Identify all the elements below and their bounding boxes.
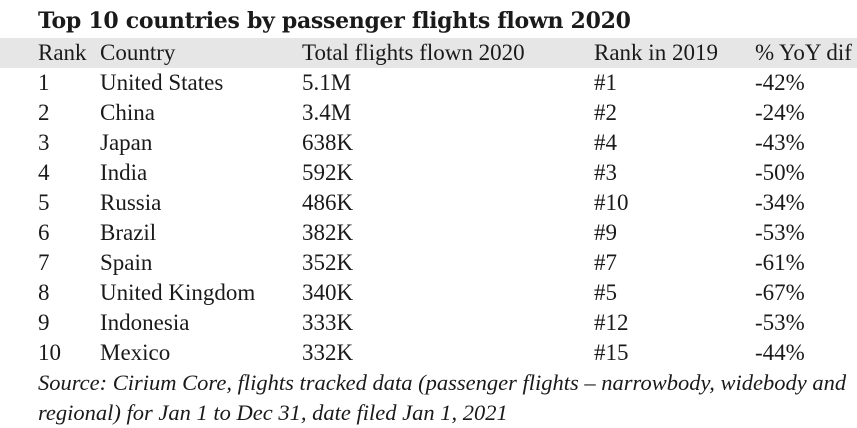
cell-rank: 1: [38, 70, 50, 95]
cell-rank: 4: [38, 160, 50, 185]
header-yoy: % YoY dif: [755, 40, 852, 65]
table-row: 10 Mexico 332K #15 -44%: [0, 338, 857, 368]
cell-country: China: [100, 100, 155, 125]
cell-rank-2019: #10: [594, 190, 629, 215]
cell-yoy: -61%: [755, 250, 805, 275]
table-row: 6 Brazil 382K #9 -53%: [0, 218, 857, 248]
header-total: Total flights flown 2020: [302, 40, 525, 65]
cell-yoy: -24%: [755, 100, 805, 125]
cell-total: 3.4M: [302, 100, 352, 125]
table-row: 2 China 3.4M #2 -24%: [0, 98, 857, 128]
header-country: Country: [100, 40, 176, 65]
cell-rank-2019: #7: [594, 250, 617, 275]
cell-yoy: -43%: [755, 130, 805, 155]
cell-yoy: -44%: [755, 340, 805, 365]
cell-country: Spain: [100, 250, 153, 275]
cell-total: 382K: [302, 220, 354, 245]
cell-country: United Kingdom: [100, 280, 256, 305]
cell-total: 486K: [302, 190, 354, 215]
cell-rank-2019: #2: [594, 100, 617, 125]
header-rank: Rank: [38, 40, 87, 65]
cell-rank-2019: #4: [594, 130, 617, 155]
cell-country: Indonesia: [100, 310, 190, 335]
cell-rank: 2: [38, 100, 50, 125]
cell-rank-2019: #5: [594, 280, 617, 305]
cell-country: Brazil: [100, 220, 157, 245]
cell-total: 340K: [302, 280, 354, 305]
cell-yoy: -50%: [755, 160, 805, 185]
table-header-row: Rank Country Total flights flown 2020 Ra…: [0, 38, 857, 68]
cell-country: Japan: [100, 130, 153, 155]
cell-rank-2019: #12: [594, 310, 629, 335]
cell-total: 333K: [302, 310, 354, 335]
cell-country: Mexico: [100, 340, 171, 365]
table-row: 4 India 592K #3 -50%: [0, 158, 857, 188]
cell-yoy: -53%: [755, 220, 805, 245]
cell-rank: 10: [38, 340, 61, 365]
cell-yoy: -53%: [755, 310, 805, 335]
cell-total: 638K: [302, 130, 354, 155]
table-row: 3 Japan 638K #4 -43%: [0, 128, 857, 158]
source-note: Source: Cirium Core, flights tracked dat…: [38, 370, 847, 425]
cell-yoy: -42%: [755, 70, 805, 95]
cell-rank-2019: #9: [594, 220, 617, 245]
table-row: 5 Russia 486K #10 -34%: [0, 188, 857, 218]
table-row: 9 Indonesia 333K #12 -53%: [0, 308, 857, 338]
table-row: 7 Spain 352K #7 -61%: [0, 248, 857, 278]
cell-rank: 5: [38, 190, 50, 215]
table-row: 1 United States 5.1M #1 -42%: [0, 68, 857, 98]
cell-rank: 7: [38, 250, 50, 275]
cell-rank-2019: #15: [594, 340, 629, 365]
cell-rank: 9: [38, 310, 50, 335]
cell-country: United States: [100, 70, 224, 95]
cell-total: 592K: [302, 160, 354, 185]
page-title: Top 10 countries by passenger flights fl…: [38, 8, 631, 34]
cell-rank-2019: #3: [594, 160, 617, 185]
cell-country: Russia: [100, 190, 162, 215]
cell-yoy: -34%: [755, 190, 805, 215]
header-rank-2019: Rank in 2019: [594, 40, 718, 65]
cell-yoy: -67%: [755, 280, 805, 305]
cell-rank: 6: [38, 220, 50, 245]
flights-table: Rank Country Total flights flown 2020 Ra…: [0, 38, 857, 368]
cell-total: 5.1M: [302, 70, 352, 95]
cell-country: India: [100, 160, 148, 185]
cell-total: 332K: [302, 340, 354, 365]
cell-total: 352K: [302, 250, 354, 275]
cell-rank: 3: [38, 130, 50, 155]
cell-rank-2019: #1: [594, 70, 617, 95]
table-row: 8 United Kingdom 340K #5 -67%: [0, 278, 857, 308]
cell-rank: 8: [38, 280, 50, 305]
